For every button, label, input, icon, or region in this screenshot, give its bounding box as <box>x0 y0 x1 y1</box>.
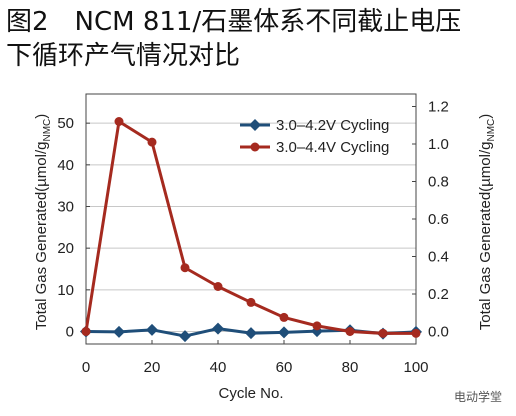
y-right-tick-label: 0.6 <box>428 211 449 228</box>
data-point-series-2 <box>279 312 289 322</box>
data-point-series-1 <box>113 325 125 338</box>
x-ticks: 0 20 40 60 80 100 <box>82 340 429 376</box>
y-right-tick-label: 1.2 <box>428 99 449 116</box>
y-left-tick-label: 40 <box>57 157 74 174</box>
y-left-tick-label: 30 <box>57 199 74 216</box>
legend-marker <box>250 142 260 152</box>
y-left-tick-label: 0 <box>66 324 74 341</box>
data-point-series-1 <box>212 322 224 335</box>
legend: 3.0–4.2V Cycling 3.0–4.4V Cycling <box>240 117 389 156</box>
data-point-series-1 <box>146 323 158 336</box>
data-point-series-1 <box>245 327 257 340</box>
y-right-tick-label: 0.8 <box>428 174 449 191</box>
x-axis-label: Cycle No. <box>218 385 283 402</box>
data-point-series-2 <box>246 297 256 307</box>
y-right-tick-label: 0.4 <box>428 248 449 265</box>
x-tick-label: 80 <box>342 359 359 376</box>
x-tick-label: 100 <box>403 359 428 376</box>
data-point-series-2 <box>147 137 157 147</box>
x-tick-label: 0 <box>82 359 90 376</box>
chart-title-line-1: 图2 NCM 811/石墨体系不同截止电压 <box>6 7 462 37</box>
legend-label: 3.0–4.4V Cycling <box>276 139 389 156</box>
x-tick-label: 60 <box>276 359 293 376</box>
series-group <box>80 117 422 343</box>
data-point-series-2 <box>378 328 388 338</box>
data-point-series-2 <box>81 326 91 336</box>
watermark-text: 电动学堂 <box>454 390 503 404</box>
legend-marker <box>249 119 261 131</box>
y-right-tick-label: 1.0 <box>428 136 449 153</box>
y-left-axis-label: Total Gas Generated(µmol/gNMC) <box>33 114 53 331</box>
data-point-series-1 <box>278 326 290 339</box>
data-point-series-1 <box>179 330 191 343</box>
chart-title-line-2: 下循环产气情况对比 <box>6 41 241 71</box>
y-right-ticks: 0.0 0.2 0.4 0.6 0.8 1.0 1.2 <box>412 99 449 340</box>
data-point-series-2 <box>345 326 355 336</box>
y-left-tick-label: 10 <box>57 282 74 299</box>
y-right-tick-label: 0.2 <box>428 286 449 303</box>
y-left-tick-label: 50 <box>57 115 74 132</box>
x-tick-label: 20 <box>144 359 161 376</box>
data-point-series-2 <box>114 117 124 127</box>
y-right-axis-label: Total Gas Generated(µmol/gNMC) <box>477 114 497 331</box>
data-point-series-2 <box>411 328 421 338</box>
x-tick-label: 40 <box>210 359 227 376</box>
legend-label: 3.0–4.2V Cycling <box>276 117 389 134</box>
data-point-series-2 <box>213 281 223 291</box>
y-left-tick-label: 20 <box>57 240 74 257</box>
data-point-series-2 <box>312 321 322 331</box>
y-right-tick-label: 0.0 <box>428 323 449 340</box>
data-point-series-2 <box>180 263 190 273</box>
y-left-ticks: 0 10 20 30 40 50 <box>57 115 90 341</box>
